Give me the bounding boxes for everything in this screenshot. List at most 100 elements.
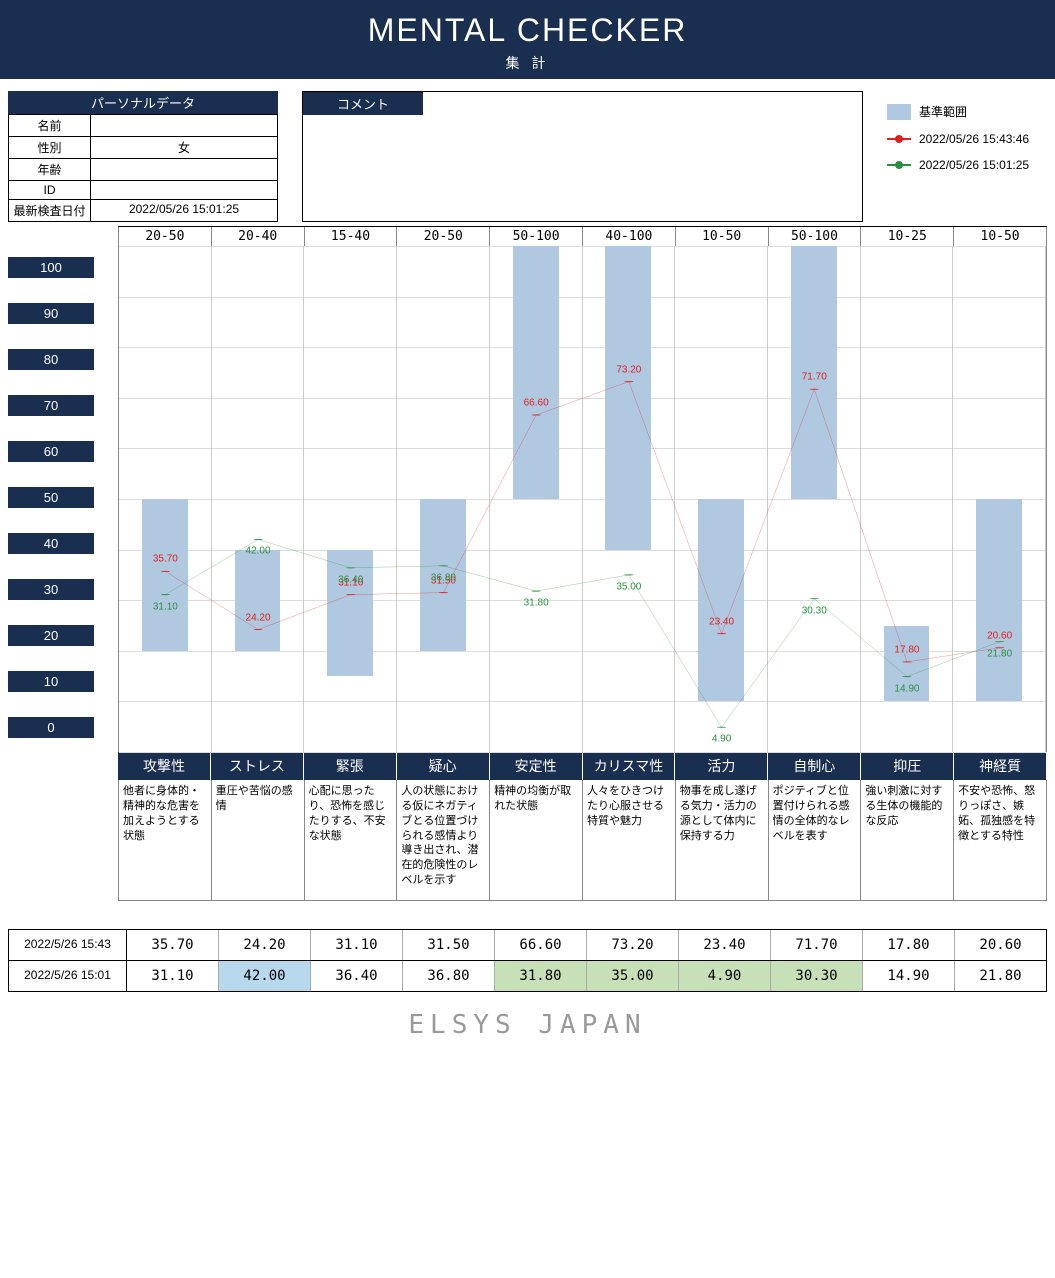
personal-value [91,159,277,180]
legend-series1: 2022/05/26 15:43:46 [887,132,1047,146]
plot-column [861,246,954,752]
table-cell: 20.60 [955,930,1046,960]
value-label: 14.90 [894,683,919,694]
range-cell: 10-50 [954,227,1047,246]
category-row: 攻撃性ストレス緊張疑心安定性カリスマ性活力自制心抑圧神経質 [118,752,1047,780]
category-cell: 疑心 [397,752,490,780]
table-cell: 71.70 [771,930,863,960]
y-axis: 1009080706050403020100 [8,226,118,901]
table-row-label: 2022/5/26 15:01 [9,961,127,991]
values-table: 2022/5/26 15:4335.7024.2031.1031.5066.60… [8,929,1047,992]
legend-series2-label: 2022/05/26 15:01:25 [919,158,1029,172]
table-cell: 31.80 [495,961,587,991]
personal-value: 2022/05/26 15:01:25 [91,200,277,221]
personal-row: 最新検査日付2022/05/26 15:01:25 [8,200,278,222]
category-cell: 抑圧 [861,752,954,780]
legend-ref-label: 基準範囲 [919,103,967,120]
footer-logo: ELSYS JAPAN [0,992,1055,1048]
category-cell: 神経質 [954,752,1047,780]
personal-row: ID [8,181,278,200]
y-tick: 50 [8,487,94,508]
value-label: 36.40 [338,574,363,585]
comment-header: コメント [303,92,423,115]
description-cell: 不安や恐怖、怒りっぽさ、嫉妬、孤独感を特徴とする特性 [954,780,1047,900]
table-cell: 36.80 [403,961,495,991]
reference-bar [327,550,373,677]
value-label: 35.70 [153,554,178,565]
personal-data-table: パーソナルデータ 名前性別女年齢ID最新検査日付2022/05/26 15:01… [8,91,278,222]
category-cell: 活力 [675,752,768,780]
reference-bar [235,550,281,651]
description-cell: 心配に思ったり、恐怖を感じたりする、不安な状態 [305,780,398,900]
personal-data-header: パーソナルデータ [8,91,278,114]
plot-column [768,246,861,752]
description-cell: 精神の均衡が取れた状態 [490,780,583,900]
y-tick: 40 [8,533,94,554]
table-cell: 24.20 [219,930,311,960]
y-tick: 60 [8,441,94,462]
plot-column [212,246,305,752]
range-cell: 20-50 [397,227,490,246]
range-cell: 50-100 [490,227,583,246]
y-tick: 100 [8,257,94,278]
plot-column [953,246,1046,752]
range-cell: 15-40 [305,227,398,246]
description-cell: 物事を成し遂げる気力・活力の源として体内に保持する力 [676,780,769,900]
table-cell: 23.40 [679,930,771,960]
value-label: 4.90 [712,734,731,745]
reference-bar [605,246,651,550]
value-label: 30.30 [802,605,827,616]
table-cell: 35.70 [127,930,219,960]
value-label: 42.00 [246,546,271,557]
description-cell: 他者に身体的・精神的な危害を加えようとする状態 [118,780,212,900]
y-tick: 90 [8,303,94,324]
category-cell: 安定性 [490,752,583,780]
plot-column [583,246,676,752]
personal-label: 性別 [9,137,91,158]
legend-series1-label: 2022/05/26 15:43:46 [919,132,1029,146]
page-title: MENTAL CHECKER [0,12,1055,49]
plot-column [304,246,397,752]
y-tick: 80 [8,349,94,370]
range-cell: 50-100 [769,227,862,246]
description-cell: 人の状態における仮にネガティブとる位置づけられる感情より導き出され、潜在的危険性… [397,780,490,900]
table-cell: 73.20 [587,930,679,960]
table-row: 2022/5/26 15:4335.7024.2031.1031.5066.60… [9,930,1046,961]
value-label: 21.80 [987,648,1012,659]
description-cell: 強い刺激に対する生体の機能的な反応 [861,780,954,900]
personal-label: 名前 [9,115,91,136]
table-row: 2022/5/26 15:0131.1042.0036.4036.8031.80… [9,961,1046,991]
comment-box: コメント [302,91,863,222]
personal-value [91,181,277,199]
y-tick: 20 [8,625,94,646]
y-tick: 10 [8,671,94,692]
reference-bar [976,499,1022,701]
category-cell: 自制心 [768,752,861,780]
personal-value [91,115,277,136]
value-label: 36.80 [431,572,456,583]
table-cell: 31.10 [311,930,403,960]
description-row: 他者に身体的・精神的な危害を加えようとする状態重圧や苦悩の感情心配に思ったり、恐… [118,780,1047,901]
reference-bar [513,246,559,499]
plot-column [119,246,212,752]
reference-bar [142,499,188,651]
description-cell: 人々をひきつけたり心服させる特質や魅力 [583,780,676,900]
personal-row: 性別女 [8,137,278,159]
range-cell: 20-40 [212,227,305,246]
plot-column [397,246,490,752]
value-label: 66.60 [524,398,549,409]
y-tick: 0 [8,717,94,738]
table-cell: 66.60 [495,930,587,960]
table-cell: 21.80 [955,961,1046,991]
page-subtitle: 集 計 [0,53,1055,73]
y-tick: 70 [8,395,94,416]
plot-column [675,246,768,752]
table-cell: 35.00 [587,961,679,991]
range-cell: 10-25 [861,227,954,246]
range-cell: 40-100 [583,227,676,246]
value-label: 31.80 [524,598,549,609]
table-cell: 4.90 [679,961,771,991]
category-cell: 緊張 [304,752,397,780]
category-cell: ストレス [211,752,304,780]
value-label: 24.20 [246,612,271,623]
